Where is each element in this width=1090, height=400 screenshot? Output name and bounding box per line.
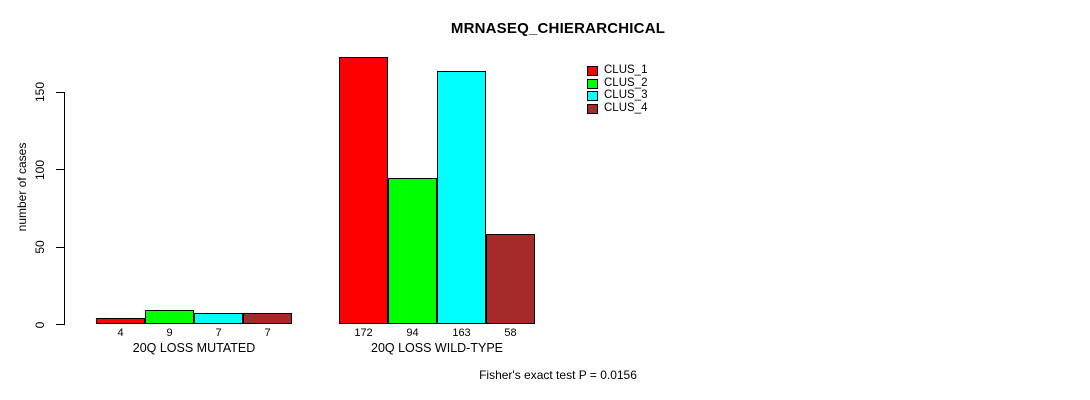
bar-value-label: 58 (504, 327, 517, 339)
bar-value-label: 172 (354, 327, 373, 339)
legend: CLUS_1 CLUS_2 CLUS_3 CLUS_4 (587, 64, 707, 125)
y-tick-label-text: 0 (33, 321, 47, 328)
bar-clus_1-group1 (96, 318, 145, 324)
legend-label: CLUS_4 (604, 101, 648, 114)
bar-clus_2-group1 (145, 310, 194, 324)
legend-swatch (587, 103, 598, 114)
bar-value-label: 4 (117, 327, 124, 339)
y-axis-label-text: number of cases (15, 142, 29, 232)
y-axis-tick (56, 246, 64, 248)
annotation-text: Fisher's exact test P = 0.0156 (479, 368, 637, 382)
bar-value-label: 7 (264, 327, 271, 339)
category-label: 20Q LOSS WILD-TYPE (371, 341, 503, 355)
bar-value-label: 163 (452, 327, 471, 339)
legend-label: CLUS_1 (604, 64, 648, 76)
y-tick-label-text: 100 (33, 159, 47, 180)
y-tick-label-text: 150 (33, 81, 47, 103)
legend-label: CLUS_3 (604, 89, 648, 101)
legend-item-clus_3: CLUS_3 (587, 89, 707, 103)
y-axis-line (64, 91, 65, 325)
bar-value-label: 9 (166, 327, 173, 339)
category-label: 20Q LOSS MUTATED (132, 341, 256, 355)
bar-clus_4-group2 (486, 234, 535, 324)
bar-value-label: 94 (406, 327, 419, 339)
bar-clus_2-group2 (388, 178, 437, 324)
bar-clus_3-group2 (437, 71, 486, 324)
bar-value-label: 7 (215, 327, 222, 339)
legend-label: CLUS_2 (604, 76, 648, 89)
legend-item-clus_2: CLUS_2 (587, 76, 707, 91)
legend-swatch (587, 78, 598, 89)
y-axis-tick (56, 324, 64, 325)
legend-swatch (587, 91, 598, 101)
bar-clus_1-group2 (339, 57, 388, 324)
legend-item-clus_1: CLUS_1 (587, 64, 707, 78)
legend-item-clus_4: CLUS_4 (587, 101, 707, 116)
y-axis-tick (56, 169, 64, 170)
y-tick-label-text: 50 (33, 240, 47, 254)
chart-title: MRNASEQ_CHIERARCHICAL (450, 20, 666, 37)
y-axis-tick (56, 91, 64, 93)
bar-clus_4-group1 (243, 313, 292, 324)
bar-clus_3-group1 (194, 313, 243, 324)
legend-swatch (587, 66, 598, 76)
